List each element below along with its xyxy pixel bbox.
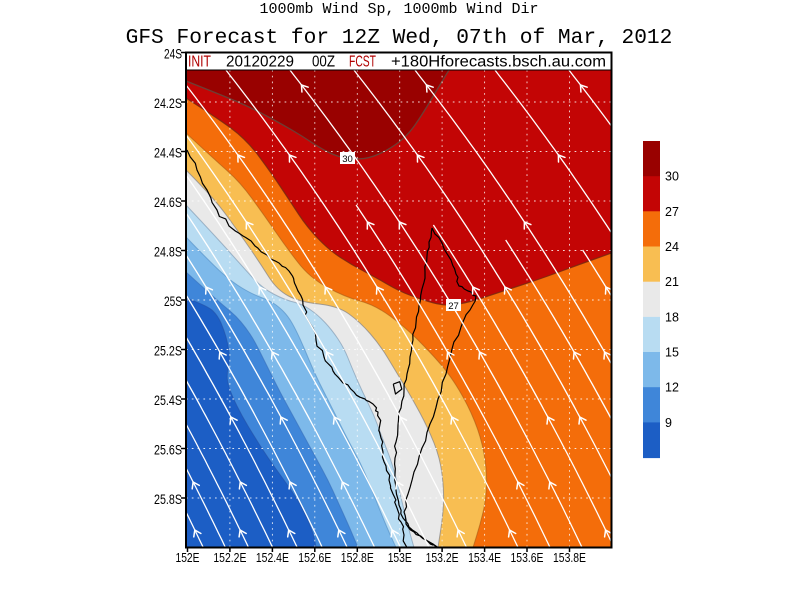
svg-text:INIT: INIT [188,54,211,71]
svg-text:18: 18 [665,310,679,324]
svg-text:1000mb Wind Sp, 1000mb Wind Di: 1000mb Wind Sp, 1000mb Wind Dir [259,1,538,18]
svg-text:12: 12 [665,381,679,395]
svg-text:24S: 24S [164,46,182,62]
svg-text:153.2E: 153.2E [426,550,459,565]
svg-text:152.4E: 152.4E [256,550,289,565]
svg-text:FCST: FCST [349,54,376,71]
svg-text:27: 27 [448,301,459,312]
svg-text:00Z: 00Z [312,54,335,71]
svg-text:+180Hforecasts.bsch.au.com: +180Hforecasts.bsch.au.com [391,54,606,71]
svg-text:20120229: 20120229 [226,54,294,71]
svg-text:GFS Forecast for 12Z Wed, 07th: GFS Forecast for 12Z Wed, 07th of Mar, 2… [126,26,673,50]
svg-text:25.8S: 25.8S [154,491,182,507]
svg-text:153.4E: 153.4E [468,550,501,565]
svg-text:15: 15 [665,346,679,360]
svg-text:24.2S: 24.2S [154,95,182,111]
svg-text:153.6E: 153.6E [511,550,544,565]
svg-text:25.6S: 25.6S [154,442,182,458]
svg-text:152.8E: 152.8E [341,550,374,565]
svg-text:24.4S: 24.4S [154,145,182,161]
svg-text:30: 30 [342,154,353,165]
svg-text:24.8S: 24.8S [154,244,182,260]
svg-text:30: 30 [665,170,679,184]
svg-text:25.4S: 25.4S [154,392,182,408]
svg-text:24.6S: 24.6S [154,194,182,210]
svg-text:21: 21 [665,275,679,289]
svg-text:152.2E: 152.2E [213,550,246,565]
svg-text:27: 27 [665,205,679,219]
svg-text:152E: 152E [176,550,200,565]
svg-text:9: 9 [665,416,672,430]
svg-text:25S: 25S [164,293,182,309]
svg-text:24: 24 [665,240,679,254]
svg-text:152.6E: 152.6E [298,550,331,565]
svg-text:25.2S: 25.2S [154,343,182,359]
svg-text:153.8E: 153.8E [553,550,586,565]
svg-text:153E: 153E [388,550,412,565]
